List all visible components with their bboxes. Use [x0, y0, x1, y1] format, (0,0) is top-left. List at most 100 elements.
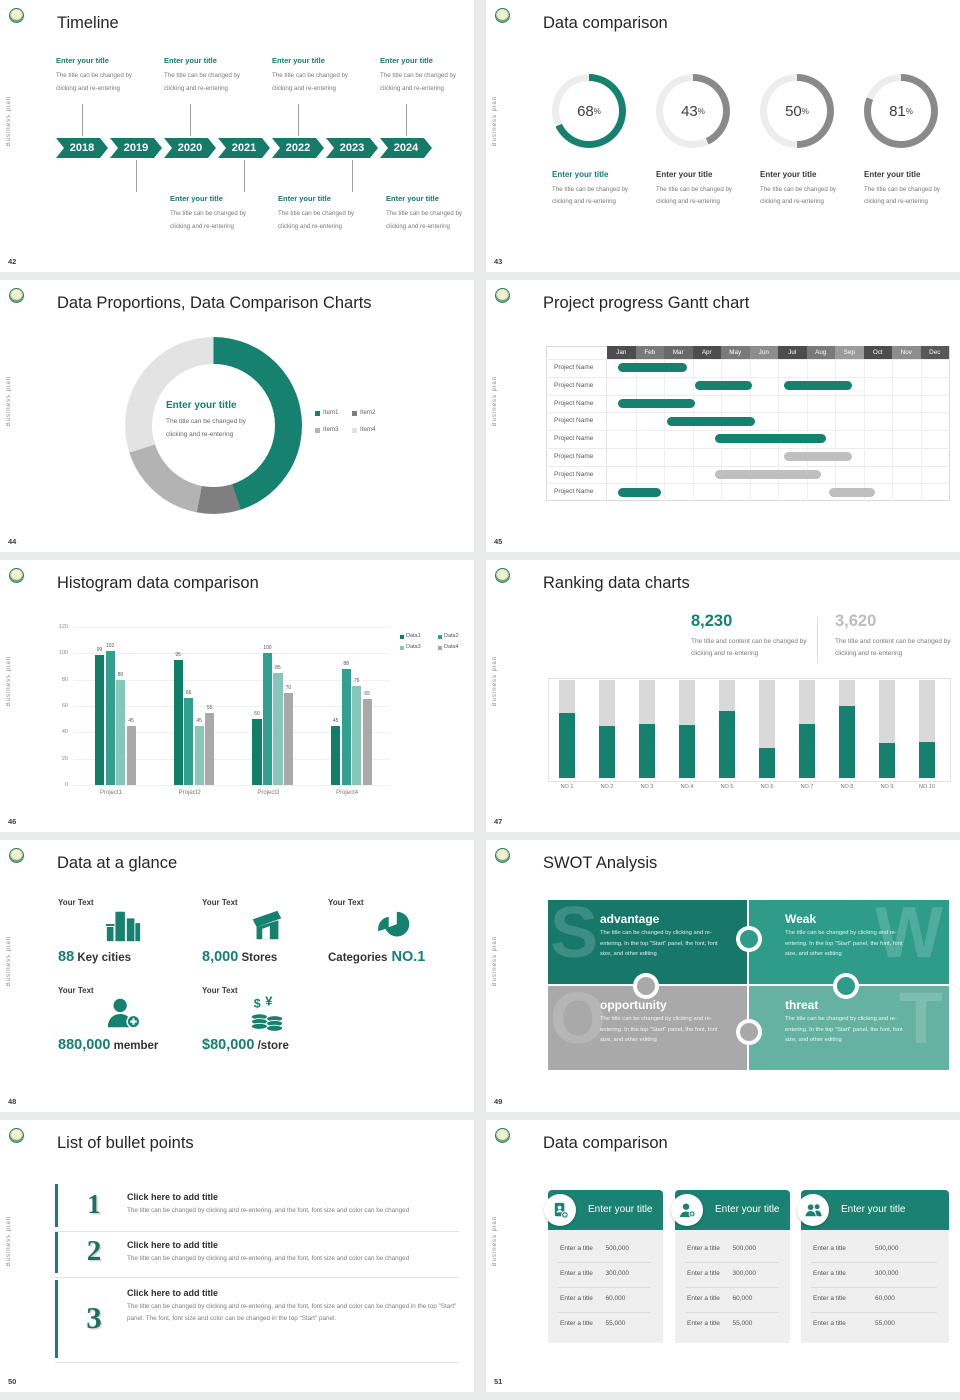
glance-value: $80,000 /store [202, 1036, 289, 1054]
glance-block-top: Your Text [202, 898, 352, 940]
percent-sign: % [801, 106, 809, 116]
school-crest-logo [9, 568, 24, 583]
gantt-bar [783, 381, 853, 391]
card-row-value: 300,000 [875, 1270, 899, 1277]
histogram-bar [205, 712, 215, 785]
slide-48-data-at-a-glance[interactable]: Business plan Data at a glance Your Text… [0, 840, 474, 1112]
card-data-row: Enter a title 300,000 [548, 1263, 663, 1288]
slide-44-donut-proportions[interactable]: Business plan Data Proportions, Data Com… [0, 280, 474, 552]
legend-label: Data4 [444, 644, 459, 650]
swot-piece-title: opportunity [600, 998, 667, 1012]
slide-number: 47 [494, 817, 503, 826]
bar-value-label: 45 [332, 717, 339, 724]
legend-label: Item1 [323, 409, 339, 416]
bullet-number: 2 [86, 1235, 102, 1267]
slide-title: Data Proportions, Data Comparison Charts [57, 294, 372, 312]
gantt-month-header: Oct [863, 346, 892, 359]
card-row-label: Enter a title [560, 1295, 593, 1302]
slide-51-data-comparison-cards[interactable]: Business plan Data comparison Enter your… [486, 1120, 960, 1392]
glance-value-part: $80,000 [202, 1037, 255, 1053]
timeline-entry-desc: The title can be changed by clicking and… [170, 210, 247, 230]
slide-50-bullet-list[interactable]: Business plan List of bullet points 1 Cli… [0, 1120, 474, 1392]
progress-ring: 68% [552, 74, 626, 148]
gantt-gridline-h [546, 447, 950, 449]
gantt-month-header: Mar [664, 346, 693, 359]
slide-47-ranking[interactable]: Business plan Ranking data charts 8,230 T… [486, 560, 960, 832]
donut-center-desc: The title can be changed by clicking and… [166, 418, 246, 438]
bullet-title: Click here to add title [127, 1192, 219, 1202]
histogram-bar [352, 686, 362, 785]
legend-label: Item4 [360, 426, 376, 433]
slide-number: 51 [494, 1377, 503, 1386]
glance-label: Your Text [58, 898, 94, 907]
bullet-left-accent [55, 1232, 58, 1273]
slide-title: Data comparison [543, 1134, 668, 1152]
slide-43-data-comparison-rings[interactable]: Business plan Data comparison 68% Enter y… [486, 0, 960, 272]
stat-desc: The title and content can be changed by … [691, 638, 807, 657]
bullet-number: 3 [86, 1300, 102, 1335]
donut-center-title: Enter your title [166, 400, 237, 411]
glance-label: Your Text [202, 898, 238, 907]
timeline-year-chevron: 2024 [380, 138, 432, 158]
bar-value-label: 50 [254, 711, 260, 718]
x-axis-category-label: NO.10 [919, 784, 935, 790]
ranking-bar [919, 741, 935, 778]
slide-title: Project progress Gantt chart [543, 294, 750, 312]
gantt-gridline-v [635, 359, 637, 501]
histogram-bar [173, 659, 183, 785]
school-crest-logo [495, 568, 510, 583]
slide-number: 45 [494, 537, 503, 546]
school-crest-logo [9, 288, 24, 303]
x-axis-category-label: Project2 [178, 790, 201, 796]
gantt-row-label: Project Name [546, 483, 607, 501]
timeline-entry-title: Enter your title [278, 194, 331, 203]
school-crest-logo [495, 848, 510, 863]
gridline [73, 627, 390, 628]
card-data-row: Enter a title 55,000 [675, 1313, 790, 1338]
timeline-year-chevron: 2021 [218, 138, 270, 158]
timeline-entry-title: Enter your title [272, 56, 325, 65]
timeline-year-chevron: 2018 [56, 138, 108, 158]
slide-number: 43 [494, 257, 503, 266]
glance-value-part: Key cities [74, 952, 132, 964]
bar-value-label: 95 [175, 651, 181, 658]
gridline [73, 653, 390, 655]
slide-number: 46 [8, 817, 17, 826]
x-axis-category-label: NO.6 [760, 784, 774, 790]
ring-item-title: Enter your title [760, 170, 817, 179]
slide-45-gantt[interactable]: Business plan Project progress Gantt cha… [486, 280, 960, 552]
glance-block: Your Text 8,000 Stores [202, 898, 352, 970]
timeline-connector-line [406, 104, 407, 136]
bullets-canvas: 1 Click here to add title The title can be… [0, 1120, 474, 1392]
card-row-label: Enter a title [813, 1295, 846, 1302]
histogram-bar [331, 725, 341, 785]
school-crest-logo [495, 1128, 510, 1143]
bullet-separator [55, 1362, 459, 1363]
card-data-row: Enter a title 500,000 [801, 1238, 949, 1263]
card-data-row: Enter a title 60,000 [548, 1288, 663, 1313]
card-row-value: 500,000 [875, 1245, 899, 1252]
timeline-entry-desc: The title can be changed by clicking and… [278, 210, 355, 230]
swot-watermark-letter: O [550, 986, 607, 1059]
progress-ring-value: 50 [785, 102, 802, 120]
gantt-gridline-v [835, 359, 836, 501]
slide-42-timeline[interactable]: Business plan Timeline 2018 2019 2020 2021 2… [0, 0, 474, 272]
progress-ring: 50% [760, 74, 834, 148]
slide-title: Data comparison [543, 14, 668, 32]
gantt-month-header: Feb [635, 346, 664, 359]
comparison-card: Enter your title Enter a title 500,000 Ente… [671, 1190, 790, 1343]
card-body: Enter a title 500,000 Enter a title 300,000… [675, 1230, 790, 1343]
y-axis-tick-label: 60 [61, 703, 68, 709]
card-row-separator [685, 1287, 778, 1288]
swot-piece-body: The title can be changed by clicking and… [600, 1016, 718, 1043]
card-data-row: Enter a title 500,000 [675, 1238, 790, 1263]
x-axis-category-label: NO.5 [720, 784, 734, 790]
gantt-row-label: Project Name [546, 394, 607, 413]
card-row-value: 60,000 [605, 1295, 626, 1302]
timeline-connector-line [136, 160, 137, 192]
card-row-value: 55,000 [605, 1320, 626, 1327]
slide-46-histogram[interactable]: Business plan Histogram data comparison … [0, 560, 474, 832]
glance-value: 880,000 member [58, 1036, 158, 1054]
